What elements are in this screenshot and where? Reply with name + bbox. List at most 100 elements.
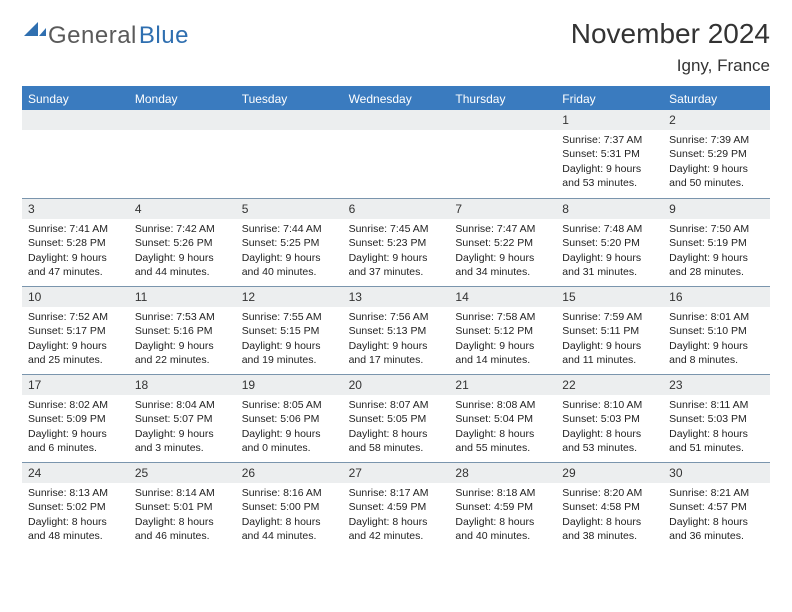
sunrise-line: Sunrise: 7:39 AM xyxy=(669,133,764,147)
day-number: 9 xyxy=(663,199,770,219)
sunrise-line: Sunrise: 7:50 AM xyxy=(669,222,764,236)
calendar-cell: 5Sunrise: 7:44 AMSunset: 5:25 PMDaylight… xyxy=(236,198,343,286)
sunset-line: Sunset: 5:20 PM xyxy=(562,236,657,250)
calendar-cell: 20Sunrise: 8:07 AMSunset: 5:05 PMDayligh… xyxy=(343,374,450,462)
day-number: 2 xyxy=(663,110,770,130)
calendar-cell: 7Sunrise: 7:47 AMSunset: 5:22 PMDaylight… xyxy=(449,198,556,286)
day-body: Sunrise: 7:42 AMSunset: 5:26 PMDaylight:… xyxy=(129,219,236,283)
daylight-line: Daylight: 9 hours and 14 minutes. xyxy=(455,339,550,367)
day-number: 29 xyxy=(556,463,663,483)
day-number: 23 xyxy=(663,375,770,395)
day-number: 16 xyxy=(663,287,770,307)
sunrise-line: Sunrise: 8:07 AM xyxy=(349,398,444,412)
logo-sail-icon xyxy=(24,20,46,36)
day-number: 5 xyxy=(236,199,343,219)
day-number: 19 xyxy=(236,375,343,395)
day-body: Sunrise: 7:58 AMSunset: 5:12 PMDaylight:… xyxy=(449,307,556,371)
day-body: Sunrise: 8:11 AMSunset: 5:03 PMDaylight:… xyxy=(663,395,770,459)
calendar-cell: 26Sunrise: 8:16 AMSunset: 5:00 PMDayligh… xyxy=(236,462,343,550)
day-body: Sunrise: 8:13 AMSunset: 5:02 PMDaylight:… xyxy=(22,483,129,547)
day-body: Sunrise: 8:14 AMSunset: 5:01 PMDaylight:… xyxy=(129,483,236,547)
sunset-line: Sunset: 5:02 PM xyxy=(28,500,123,514)
weekday-header: Sunday xyxy=(22,88,129,110)
weekday-header: Wednesday xyxy=(343,88,450,110)
sunrise-line: Sunrise: 7:42 AM xyxy=(135,222,230,236)
day-body: Sunrise: 8:05 AMSunset: 5:06 PMDaylight:… xyxy=(236,395,343,459)
calendar-cell: 10Sunrise: 7:52 AMSunset: 5:17 PMDayligh… xyxy=(22,286,129,374)
calendar-cell: 23Sunrise: 8:11 AMSunset: 5:03 PMDayligh… xyxy=(663,374,770,462)
sunrise-line: Sunrise: 7:41 AM xyxy=(28,222,123,236)
day-body: Sunrise: 8:02 AMSunset: 5:09 PMDaylight:… xyxy=(22,395,129,459)
day-number: 15 xyxy=(556,287,663,307)
sunrise-line: Sunrise: 7:53 AM xyxy=(135,310,230,324)
sunrise-line: Sunrise: 8:21 AM xyxy=(669,486,764,500)
calendar-cell: 14Sunrise: 7:58 AMSunset: 5:12 PMDayligh… xyxy=(449,286,556,374)
sunset-line: Sunset: 5:13 PM xyxy=(349,324,444,338)
daylight-line: Daylight: 8 hours and 38 minutes. xyxy=(562,515,657,543)
day-number: 28 xyxy=(449,463,556,483)
day-number: 10 xyxy=(22,287,129,307)
day-body: Sunrise: 7:55 AMSunset: 5:15 PMDaylight:… xyxy=(236,307,343,371)
sunset-line: Sunset: 5:03 PM xyxy=(562,412,657,426)
daylight-line: Daylight: 9 hours and 44 minutes. xyxy=(135,251,230,279)
sunset-line: Sunset: 5:07 PM xyxy=(135,412,230,426)
sunset-line: Sunset: 5:31 PM xyxy=(562,147,657,161)
sunrise-line: Sunrise: 8:08 AM xyxy=(455,398,550,412)
sunrise-line: Sunrise: 8:05 AM xyxy=(242,398,337,412)
calendar-cell: 24Sunrise: 8:13 AMSunset: 5:02 PMDayligh… xyxy=(22,462,129,550)
logo-text-gray: General xyxy=(48,24,137,48)
day-body: Sunrise: 7:39 AMSunset: 5:29 PMDaylight:… xyxy=(663,130,770,194)
daylight-line: Daylight: 8 hours and 36 minutes. xyxy=(669,515,764,543)
daylight-line: Daylight: 9 hours and 8 minutes. xyxy=(669,339,764,367)
day-number: 30 xyxy=(663,463,770,483)
calendar-cell: 1Sunrise: 7:37 AMSunset: 5:31 PMDaylight… xyxy=(556,110,663,198)
day-body: Sunrise: 8:20 AMSunset: 4:58 PMDaylight:… xyxy=(556,483,663,547)
page-title: November 2024 xyxy=(571,18,770,50)
day-body: Sunrise: 7:53 AMSunset: 5:16 PMDaylight:… xyxy=(129,307,236,371)
calendar-cell: 28Sunrise: 8:18 AMSunset: 4:59 PMDayligh… xyxy=(449,462,556,550)
calendar: SundayMondayTuesdayWednesdayThursdayFrid… xyxy=(22,86,770,550)
daylight-line: Daylight: 9 hours and 47 minutes. xyxy=(28,251,123,279)
calendar-cell: 19Sunrise: 8:05 AMSunset: 5:06 PMDayligh… xyxy=(236,374,343,462)
daylight-line: Daylight: 9 hours and 53 minutes. xyxy=(562,162,657,190)
daylight-line: Daylight: 9 hours and 37 minutes. xyxy=(349,251,444,279)
daylight-line: Daylight: 9 hours and 50 minutes. xyxy=(669,162,764,190)
daylight-line: Daylight: 9 hours and 28 minutes. xyxy=(669,251,764,279)
sunrise-line: Sunrise: 7:56 AM xyxy=(349,310,444,324)
day-number: 8 xyxy=(556,199,663,219)
daylight-line: Daylight: 9 hours and 3 minutes. xyxy=(135,427,230,455)
calendar-cell: 12Sunrise: 7:55 AMSunset: 5:15 PMDayligh… xyxy=(236,286,343,374)
sunset-line: Sunset: 5:12 PM xyxy=(455,324,550,338)
sunrise-line: Sunrise: 8:18 AM xyxy=(455,486,550,500)
sunrise-line: Sunrise: 8:17 AM xyxy=(349,486,444,500)
calendar-grid: 1Sunrise: 7:37 AMSunset: 5:31 PMDaylight… xyxy=(22,110,770,550)
sunrise-line: Sunrise: 8:04 AM xyxy=(135,398,230,412)
day-body: Sunrise: 8:01 AMSunset: 5:10 PMDaylight:… xyxy=(663,307,770,371)
daylight-line: Daylight: 8 hours and 51 minutes. xyxy=(669,427,764,455)
day-number: 27 xyxy=(343,463,450,483)
day-number: 6 xyxy=(343,199,450,219)
sunrise-line: Sunrise: 8:20 AM xyxy=(562,486,657,500)
daylight-line: Daylight: 8 hours and 42 minutes. xyxy=(349,515,444,543)
day-body: Sunrise: 7:48 AMSunset: 5:20 PMDaylight:… xyxy=(556,219,663,283)
sunset-line: Sunset: 5:26 PM xyxy=(135,236,230,250)
sunset-line: Sunset: 5:29 PM xyxy=(669,147,764,161)
sunrise-line: Sunrise: 7:37 AM xyxy=(562,133,657,147)
daylight-line: Daylight: 8 hours and 40 minutes. xyxy=(455,515,550,543)
calendar-cell-empty xyxy=(449,110,556,198)
daylight-line: Daylight: 8 hours and 48 minutes. xyxy=(28,515,123,543)
daylight-line: Daylight: 9 hours and 6 minutes. xyxy=(28,427,123,455)
daylight-line: Daylight: 8 hours and 53 minutes. xyxy=(562,427,657,455)
day-number: 26 xyxy=(236,463,343,483)
sunrise-line: Sunrise: 7:47 AM xyxy=(455,222,550,236)
day-number: 11 xyxy=(129,287,236,307)
day-body: Sunrise: 7:44 AMSunset: 5:25 PMDaylight:… xyxy=(236,219,343,283)
sunrise-line: Sunrise: 7:58 AM xyxy=(455,310,550,324)
daylight-line: Daylight: 8 hours and 55 minutes. xyxy=(455,427,550,455)
daylight-line: Daylight: 9 hours and 25 minutes. xyxy=(28,339,123,367)
sunset-line: Sunset: 4:58 PM xyxy=(562,500,657,514)
sunset-line: Sunset: 5:28 PM xyxy=(28,236,123,250)
day-number xyxy=(129,110,236,130)
sunset-line: Sunset: 5:04 PM xyxy=(455,412,550,426)
calendar-cell: 29Sunrise: 8:20 AMSunset: 4:58 PMDayligh… xyxy=(556,462,663,550)
